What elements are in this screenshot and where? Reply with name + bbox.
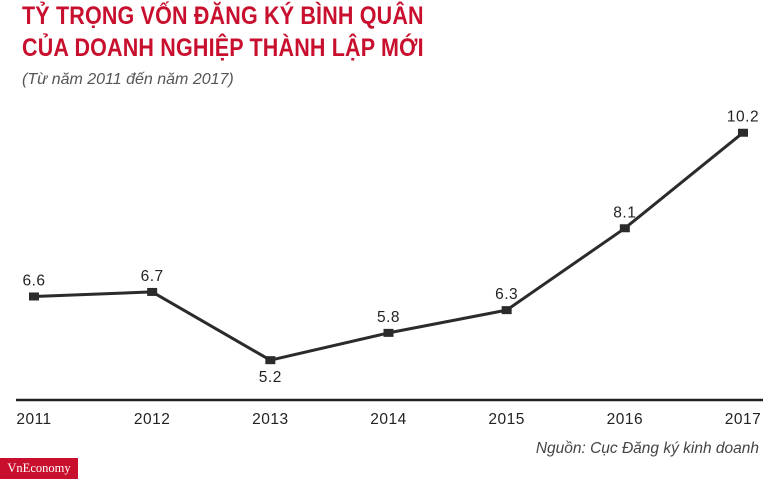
series-line bbox=[33, 131, 744, 362]
data-point-2015 bbox=[501, 306, 512, 315]
data-point-2013 bbox=[265, 356, 276, 365]
x-tick-label-2016: 2016 bbox=[607, 411, 643, 428]
x-tick-label-2012: 2012 bbox=[134, 411, 170, 428]
data-point-2011 bbox=[29, 292, 39, 301]
data-label-2015: 6.3 bbox=[495, 286, 518, 303]
x-tick-label-2017: 2017 bbox=[725, 411, 761, 428]
chart-subtitle: (Từ năm 2011 đến năm 2017) bbox=[22, 71, 234, 88]
x-tick-label-2011: 2011 bbox=[16, 411, 51, 428]
chart-title-line-1: TỶ TRỌNG VỐN ĐĂNG KÝ BÌNH QUÂN bbox=[22, 2, 424, 30]
data-label-2017: 10.2 bbox=[727, 109, 759, 126]
data-point-2016 bbox=[619, 224, 630, 233]
data-label-2016: 8.1 bbox=[613, 204, 636, 221]
data-label-2013: 5.2 bbox=[259, 369, 282, 386]
data-label-2011: 6.6 bbox=[22, 272, 45, 289]
data-point-2017 bbox=[738, 128, 748, 137]
x-tick-label-2015: 2015 bbox=[488, 411, 524, 428]
data-label-2014: 5.8 bbox=[377, 309, 400, 326]
vneconomy-logo: VnEconomy bbox=[0, 458, 78, 479]
data-label-2012: 6.7 bbox=[141, 268, 164, 285]
data-point-2012 bbox=[147, 287, 158, 296]
x-tick-label-2013: 2013 bbox=[252, 411, 288, 428]
chart-title-line-2: CỦA DOANH NGHIỆP THÀNH LẬP MỚI bbox=[22, 34, 424, 62]
data-point-2014 bbox=[383, 328, 394, 337]
source-note: Nguồn: Cục Đăng ký kinh doanh bbox=[535, 440, 759, 457]
x-tick-label-2014: 2014 bbox=[370, 411, 406, 428]
